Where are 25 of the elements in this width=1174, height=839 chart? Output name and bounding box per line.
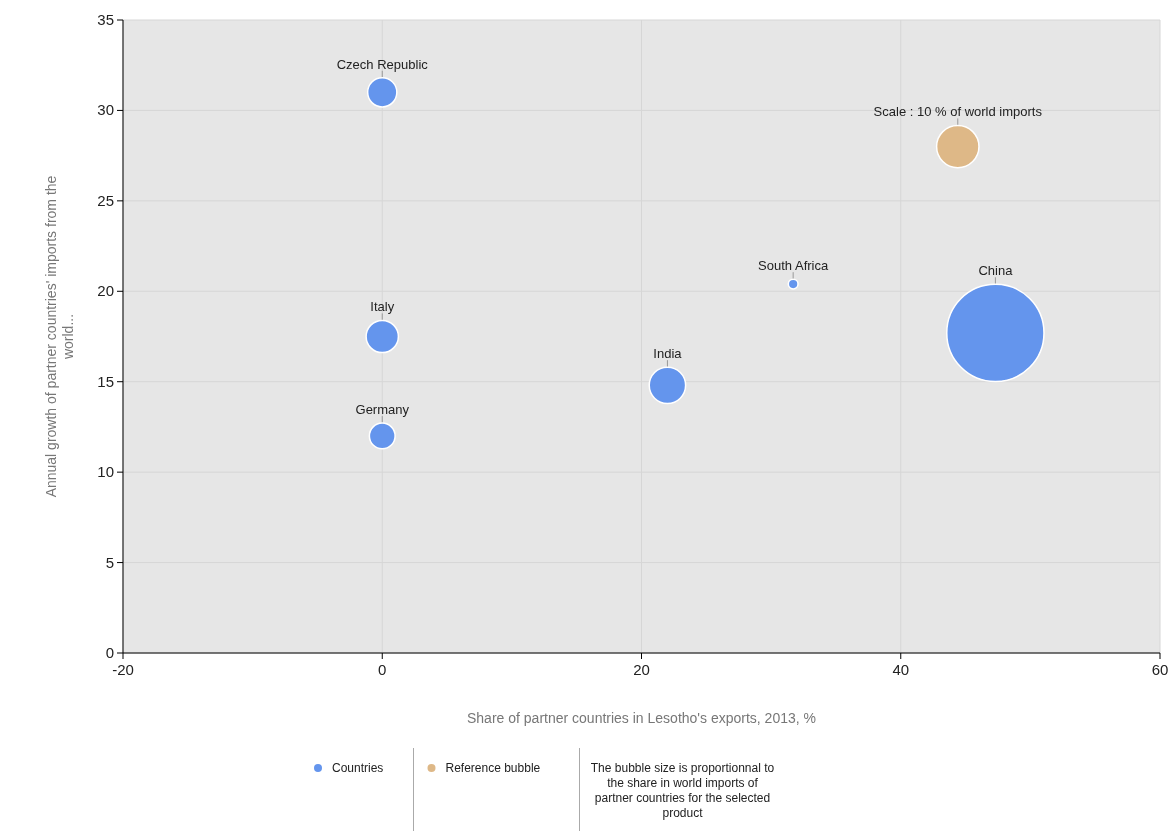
x-tick-label: 60: [1151, 661, 1169, 678]
text: The bubble size is proportionnal to the share in world imports of partner countries for the selected product: [590, 761, 775, 820]
annotation: India: [653, 346, 683, 362]
x-axis-title: Share of partner countries in Lesotho's exports, 2013, %: [467, 710, 816, 726]
legend-label: Reference bubble: [445, 761, 541, 775]
y-axis-title: Annual growth of partner countries' imports from the world...: [43, 175, 76, 498]
y-tick-label: 35: [97, 11, 114, 28]
y-tick-label: 5: [105, 553, 114, 571]
y-tick-label: 30: [97, 101, 114, 119]
annotation: Germany: [355, 402, 410, 418]
x-tick-label: 40: [892, 661, 910, 678]
y-tick-label: 0: [105, 644, 114, 661]
x-tick-label: 20: [633, 661, 650, 678]
annotation: Italy: [370, 299, 395, 315]
y-tick-label: 10: [97, 463, 114, 481]
legend-label: Countries: [332, 761, 384, 775]
y-tick-label: 20: [97, 282, 114, 300]
x-tick-label: 0: [378, 661, 387, 678]
y-tick-label: 25: [97, 191, 114, 209]
y-tick-label: 15: [97, 372, 114, 390]
annotation: Czech Republic: [336, 56, 429, 72]
annotation: Scale : 10 % of world imports: [873, 104, 1043, 120]
annotation: South Africa: [758, 258, 829, 274]
x-tick-label: -20: [112, 661, 134, 678]
annotation: China: [978, 263, 1014, 279]
